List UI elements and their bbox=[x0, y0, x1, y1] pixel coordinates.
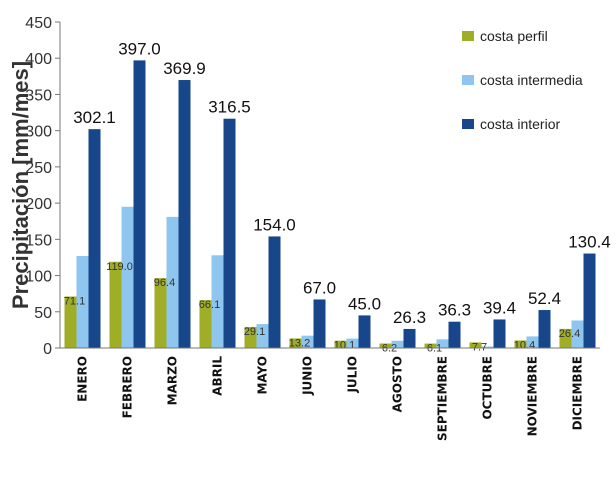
bars-layer bbox=[64, 60, 596, 348]
legend-swatch bbox=[462, 31, 474, 41]
bar-costa-interior-julio bbox=[358, 315, 371, 348]
data-label-costa-perfil: 96.4 bbox=[154, 277, 175, 289]
bar-costa-perfil-octubre bbox=[469, 342, 482, 348]
data-label-costa-interior: 154.0 bbox=[253, 215, 296, 234]
legend-label: costa intermedia bbox=[480, 72, 583, 88]
y-axis: 0 50 100 150 200 250 300 350 400 450 bbox=[25, 15, 61, 358]
bar-costa-intermedia-diciembre bbox=[571, 320, 584, 348]
y-tick-label: 150 bbox=[25, 232, 52, 249]
x-category-label: FEBRERO bbox=[121, 356, 135, 418]
data-label-costa-interior: 67.0 bbox=[303, 278, 336, 297]
legend-label: costa interior bbox=[480, 116, 560, 132]
data-label-costa-perfil: 26.4 bbox=[559, 328, 580, 340]
bar-costa-interior-octubre bbox=[493, 319, 506, 348]
x-category-label: SEPTIEMBRE bbox=[436, 356, 450, 441]
x-category-label: JUNIO bbox=[301, 356, 315, 396]
y-tick-label: 350 bbox=[25, 87, 52, 104]
y-tick-label: 100 bbox=[25, 269, 52, 286]
data-label-costa-interior: 39.4 bbox=[483, 298, 516, 317]
x-category-label: ENERO bbox=[76, 356, 90, 402]
data-label-costa-perfil: 10.1 bbox=[334, 340, 355, 352]
data-label-costa-perfil: 66.1 bbox=[199, 299, 220, 311]
legend-swatch bbox=[462, 119, 474, 129]
legend: costa perfil costa intermedia costa interi… bbox=[462, 28, 583, 132]
data-label-costa-perfil: 71.1 bbox=[64, 295, 85, 307]
data-label-costa-interior: 316.5 bbox=[208, 98, 251, 117]
x-category-label: OCTUBRE bbox=[481, 356, 495, 420]
data-label-costa-perfil: 13.2 bbox=[289, 337, 310, 349]
bar-costa-interior-marzo bbox=[178, 80, 191, 348]
bar-costa-intermedia-julio bbox=[346, 338, 359, 348]
data-label-costa-interior: 36.3 bbox=[438, 301, 471, 320]
bar-costa-perfil-enero bbox=[64, 296, 77, 348]
y-tick-label: 300 bbox=[25, 124, 52, 141]
bar-costa-intermedia-agosto bbox=[391, 340, 404, 348]
bar-costa-interior-noviembre bbox=[538, 310, 551, 348]
bar-costa-perfil-junio bbox=[289, 338, 302, 348]
y-tick-label: 0 bbox=[43, 341, 52, 358]
bar-costa-interior-agosto bbox=[403, 328, 416, 348]
bar-costa-perfil-mayo bbox=[244, 326, 257, 348]
bar-costa-intermedia-junio bbox=[301, 335, 314, 348]
x-category-label: MARZO bbox=[166, 356, 180, 405]
y-tick-label: 250 bbox=[25, 160, 52, 177]
data-label-costa-interior: 397.0 bbox=[118, 39, 161, 58]
bar-costa-interior-enero bbox=[88, 129, 101, 348]
data-label-costa-perfil: 6.2 bbox=[382, 343, 397, 355]
data-label-costa-interior: 26.3 bbox=[393, 308, 426, 327]
legend-label: costa perfil bbox=[480, 28, 548, 44]
data-label-costa-interior: 302.1 bbox=[73, 108, 116, 127]
data-label-costa-interior: 369.9 bbox=[163, 59, 206, 78]
bar-costa-interior-mayo bbox=[268, 236, 281, 348]
legend-swatch bbox=[462, 75, 474, 85]
bar-costa-perfil-noviembre bbox=[514, 340, 527, 348]
y-tick-label: 50 bbox=[34, 305, 52, 322]
data-label-costa-perfil: 7.7 bbox=[472, 341, 487, 353]
data-label-costa-interior: 130.4 bbox=[568, 233, 611, 252]
x-category-label: NOVIEMBRE bbox=[526, 356, 540, 436]
bar-costa-intermedia-febrero bbox=[121, 206, 134, 348]
bar-costa-perfil-julio bbox=[334, 340, 347, 348]
bar-costa-interior-febrero bbox=[133, 60, 146, 348]
data-label-costa-interior: 45.0 bbox=[348, 294, 381, 313]
x-category-label: JULIO bbox=[346, 356, 360, 394]
x-category-label: ABRIL bbox=[211, 356, 225, 396]
data-label-costa-perfil: 29.1 bbox=[244, 326, 265, 338]
y-tick-label: 200 bbox=[25, 196, 52, 213]
data-label-costa-perfil: 10.4 bbox=[514, 339, 535, 351]
bar-costa-intermedia-octubre bbox=[481, 346, 494, 348]
data-label-costa-interior: 52.4 bbox=[528, 289, 561, 308]
bar-costa-interior-abril bbox=[223, 118, 236, 348]
bar-costa-perfil-diciembre bbox=[559, 328, 572, 348]
bar-costa-perfil-septiembre bbox=[424, 343, 437, 348]
bar-costa-intermedia-enero bbox=[76, 255, 89, 348]
bar-costa-intermedia-mayo bbox=[256, 324, 269, 348]
x-category-label: DICIEMBRE bbox=[571, 356, 585, 430]
bar-costa-interior-diciembre bbox=[583, 253, 596, 348]
data-label-costa-perfil: 119.0 bbox=[106, 261, 133, 273]
y-tick-label: 450 bbox=[25, 15, 52, 32]
bar-costa-interior-junio bbox=[313, 299, 326, 348]
bar-costa-perfil-agosto bbox=[379, 343, 392, 348]
bar-costa-intermedia-abril bbox=[211, 255, 224, 348]
bar-costa-perfil-abril bbox=[199, 300, 212, 348]
x-category-label: AGOSTO bbox=[391, 356, 405, 412]
x-axis: ENERO FEBRERO MARZO ABRIL MAYO JUNIO JULIO AGOS… bbox=[60, 347, 600, 441]
bar-costa-intermedia-septiembre bbox=[436, 339, 449, 348]
bar-costa-intermedia-noviembre bbox=[526, 336, 539, 348]
y-tick-label: 400 bbox=[25, 51, 52, 68]
bar-costa-perfil-febrero bbox=[109, 261, 122, 348]
bar-costa-intermedia-marzo bbox=[166, 216, 179, 348]
data-labels-layer: 71.1 302.1 119.0 397.0 96.4 369.9 66.1 316.5 29.… bbox=[64, 39, 611, 354]
y-axis-label: Precipitación [mm/mes] bbox=[8, 61, 33, 309]
data-label-costa-perfil: 6.1 bbox=[427, 343, 442, 355]
bar-costa-interior-septiembre bbox=[448, 321, 461, 348]
x-category-label: MAYO bbox=[256, 356, 270, 395]
bar-costa-perfil-marzo bbox=[154, 278, 167, 348]
